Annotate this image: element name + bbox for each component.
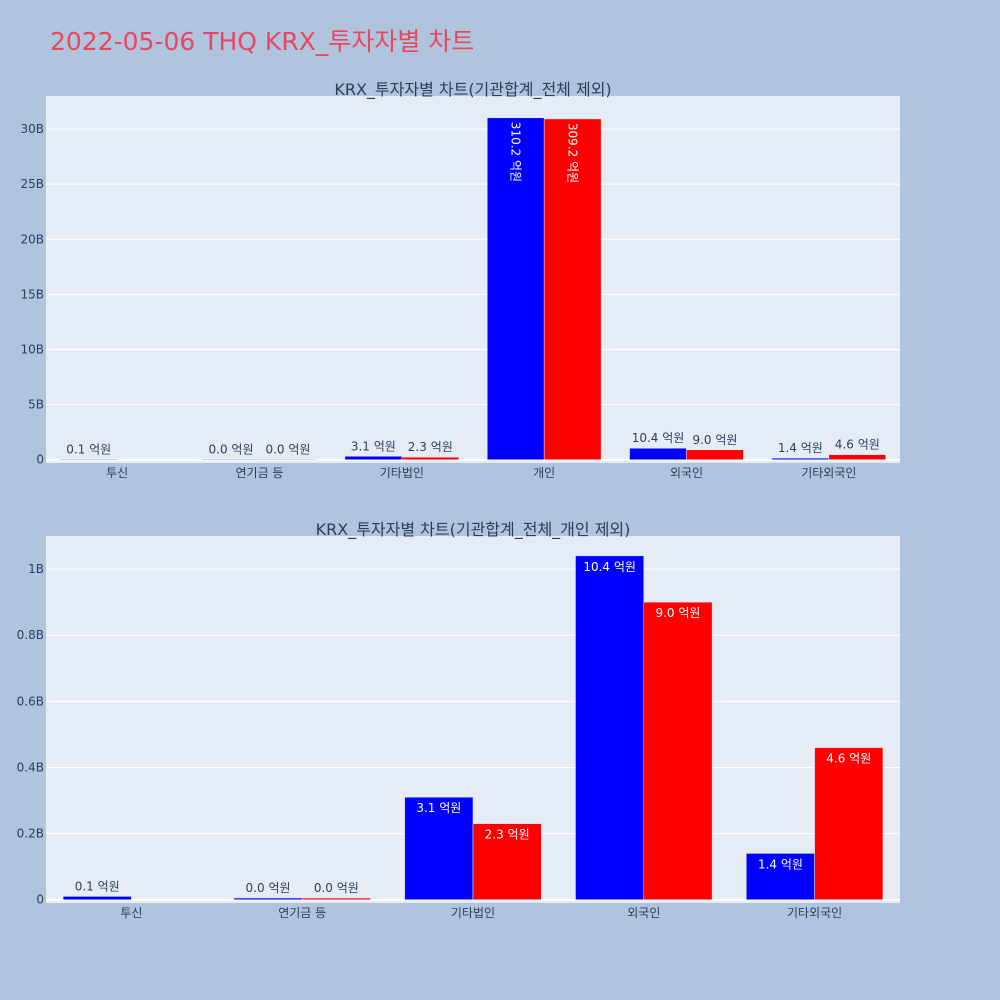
bar-label: 2.3 억원 (485, 828, 530, 842)
bar-label: 3.1 억원 (351, 439, 396, 453)
bar-red (543, 118, 602, 460)
bar-label: 9.0 억원 (655, 606, 700, 620)
bar-blue (771, 457, 830, 460)
chart-title: KRX_투자자별 차트(기관합계_전체 제외) (334, 80, 611, 100)
y-tick-label: 30B (20, 122, 44, 136)
x-tick-label: 기타외국인 (801, 466, 856, 480)
bar-label: 4.6 억원 (835, 438, 880, 452)
bar-label: 3.1 억원 (416, 801, 461, 815)
x-tick-label: 투신 (106, 466, 128, 480)
y-tick-label: 5B (28, 398, 44, 412)
bar-red (814, 747, 884, 900)
bar-label: 4.6 억원 (826, 752, 871, 766)
bar-label: 9.0 억원 (692, 433, 737, 447)
bar-blue (575, 555, 645, 900)
bar-label: 0.0 억원 (314, 881, 359, 895)
bar-label: 2.3 억원 (408, 440, 453, 454)
bar-red (686, 449, 744, 460)
x-tick-label: 개인 (533, 466, 555, 480)
x-tick-label: 투신 (120, 906, 142, 920)
bar-blue (404, 796, 474, 900)
y-tick-label: 15B (20, 287, 44, 301)
bar-red (301, 897, 371, 900)
bar-label: 0.1 억원 (75, 879, 120, 893)
x-tick-label: 기타법인 (380, 466, 424, 480)
bar-blue (746, 853, 815, 900)
bar-label: 309.2 억원 (566, 123, 580, 183)
y-tick-label: 0.2B (17, 827, 44, 841)
bar-label: 0.1 억원 (66, 443, 111, 457)
bar-blue (62, 896, 132, 900)
x-tick-label: 연기금 등 (278, 906, 326, 920)
x-tick-label: 외국인 (627, 906, 660, 920)
y-tick-label: 0 (36, 893, 44, 907)
bar-label: 1.4 억원 (758, 857, 803, 871)
bar-label: 0.0 억원 (246, 881, 291, 895)
bar-blue (233, 897, 303, 900)
bar-red (828, 454, 887, 460)
y-tick-label: 20B (20, 232, 44, 246)
y-tick-label: 0.6B (17, 694, 44, 708)
bar-blue (59, 458, 118, 460)
bar-label: 10.4 억원 (632, 431, 685, 445)
chart-2: 0 0.2B 0.4B 0.6B 0.8B 1B KRX_투자자별 차트(기관합계_전체_개… (17, 520, 900, 920)
y-tick-label: 1B (28, 562, 44, 576)
bar-label: 0.0 억원 (265, 443, 310, 457)
bar-blue (202, 458, 260, 460)
plot-area (46, 96, 900, 463)
bar-label: 10.4 억원 (583, 560, 636, 574)
bar-red (472, 823, 542, 900)
chart-title: KRX_투자자별 차트(기관합계_전체_개인 제외) (316, 520, 631, 540)
bar-red (259, 458, 317, 460)
y-tick-label: 0.8B (17, 628, 44, 642)
y-tick-label: 0.4B (17, 760, 44, 774)
x-tick-label: 연기금 등 (236, 466, 284, 480)
page-title: 2022-05-06 THQ KRX_투자자별 차트 (50, 27, 475, 56)
bar-red (643, 601, 713, 900)
y-tick-label: 0 (36, 453, 44, 467)
x-tick-label: 외국인 (670, 466, 703, 480)
chart-1: 0 5B 10B 15B 20B 25B 30B KRX_투자자별 차트(기관합계_전체 제외… (20, 80, 900, 480)
y-tick-label: 10B (20, 342, 44, 356)
bar-label: 1.4 억원 (778, 441, 823, 455)
x-tick-label: 기타외국인 (787, 906, 842, 920)
bar-label: 310.2 억원 (509, 122, 523, 182)
bar-blue (486, 117, 545, 460)
x-tick-label: 기타법인 (451, 906, 495, 920)
bar-red (401, 456, 460, 460)
y-tick-label: 25B (20, 177, 44, 191)
bar-blue (344, 456, 403, 460)
bar-blue (629, 447, 687, 460)
bar-label: 0.0 억원 (209, 443, 254, 457)
